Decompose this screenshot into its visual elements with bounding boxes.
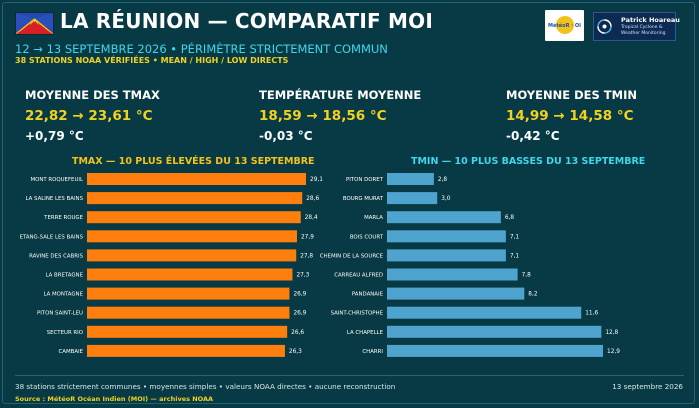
footer-note: 38 stations strictement communes • moyen…	[15, 382, 396, 391]
station-label: CAMBAIE	[59, 349, 84, 355]
footer-source: Source : MétéoR Océan Indien (MOI) — arc…	[15, 395, 214, 403]
bar	[87, 268, 293, 281]
stat-value: 18,59 → 18,56 °C	[259, 108, 387, 124]
bar-value-label: 28,6	[306, 196, 319, 202]
bar	[87, 306, 290, 319]
station-label: ETANG-SALE LES BAINS	[20, 234, 84, 240]
station-label: LA SALINE LES BAINS	[26, 196, 84, 202]
tmin-bar-chart: PITON DORET 2,8 BOURG MURAT 3,0 MARLA 6,8 BOIS…	[320, 173, 620, 357]
page-subline: 38 STATIONS NOAA VÉRIFIÉES • MEAN / HIGH…	[15, 56, 289, 65]
bar	[387, 325, 602, 338]
bar-value-label: 7,1	[510, 234, 520, 240]
sun-icon	[556, 16, 574, 34]
bar	[87, 173, 306, 185]
station-label: PANDANAIE	[352, 292, 384, 298]
bar	[87, 287, 290, 300]
bar-value-label: 7,1	[510, 253, 520, 259]
bar-value-label: 12,8	[605, 330, 618, 336]
bar	[387, 211, 501, 224]
bar-value-label: 27,3	[296, 273, 309, 279]
bar-value-label: 3,0	[441, 196, 451, 202]
page-title: LA RÉUNION — COMPARATIF MOI	[60, 9, 433, 33]
station-label: SECTEUR RIO	[47, 330, 83, 336]
bar-value-label: 27,9	[301, 234, 314, 240]
bar	[87, 211, 301, 224]
stat-value: 14,99 → 14,58 °C	[506, 108, 634, 124]
bar-value-label: 26,3	[289, 349, 302, 355]
bar-value-label: 8,2	[528, 292, 538, 298]
footer-date: 13 septembre 2026	[612, 382, 683, 391]
bar	[387, 306, 582, 319]
meteor-oi-logo-text: MétéoR · OI	[548, 23, 581, 29]
station-label: BOIS COURT	[350, 234, 384, 240]
stat-value: 22,82 → 23,61 °C	[25, 108, 153, 124]
bar	[387, 249, 506, 262]
station-label: CHARRI	[362, 349, 383, 355]
tmin-chart-title: TMIN — 10 PLUS BASSES DU 13 SEPTEMBRE	[411, 156, 646, 167]
station-label: MARLA	[364, 215, 383, 221]
bar-value-label: 11,6	[585, 311, 598, 317]
meteor-oi-logo: MétéoR · OI	[545, 10, 584, 41]
bar	[387, 344, 603, 357]
stat-label: TEMPÉRATURE MOYENNE	[259, 88, 422, 102]
station-label: PITON SAINT-LEU	[37, 311, 83, 317]
bar-value-label: 26,6	[291, 330, 304, 336]
station-label: LA BRETAGNE	[46, 273, 84, 279]
bar	[387, 287, 525, 300]
page-subtitle: 12 → 13 SEPTEMBRE 2026 • PÉRIMÈTRE STRIC…	[15, 42, 388, 56]
station-label: MONT ROQUEFEUIL	[30, 177, 83, 183]
station-label: LA CHAPELLE	[347, 330, 384, 336]
bar	[87, 344, 285, 357]
station-label: CHEMIN DE LA SOURCE	[320, 253, 384, 259]
bar-value-label: 7,8	[522, 273, 532, 279]
bar-value-label: 29,1	[310, 177, 323, 183]
bar-value-label: 6,8	[505, 215, 515, 221]
stat-delta: -0,03 °C	[259, 129, 313, 143]
bar	[387, 230, 506, 243]
bar-value-label: 26,9	[293, 292, 306, 298]
station-label: TERRE ROUGE	[43, 215, 83, 221]
stat-tmoy: TEMPÉRATURE MOYENNE 18,59 → 18,56 °C -0,…	[259, 88, 421, 143]
tmax-chart-title: TMAX — 10 PLUS ÉLEVÉES DU 13 SEPTEMBRE	[72, 156, 315, 167]
page-frame	[2, 2, 695, 404]
logo-line-2: Tropical Cyclone &	[621, 25, 663, 30]
bar	[387, 173, 434, 185]
bar	[87, 230, 297, 243]
stat-tmin: MOYENNE DES TMIN 14,99 → 14,58 °C -0,42 …	[506, 88, 637, 143]
stat-delta: +0,79 °C	[25, 129, 84, 143]
reunion-flag-icon	[15, 12, 54, 35]
stat-label: MOYENNE DES TMAX	[25, 88, 160, 102]
station-label: LA MONTAGNE	[43, 292, 83, 298]
bar-value-label: 27,8	[300, 253, 313, 259]
tmin-chart: PITON DORET 2,8 BOURG MURAT 3,0 MARLA 6,8 BOIS…	[320, 167, 690, 371]
patrick-hoareau-logo: Patrick Hoareau Tropical Cyclone & Weath…	[593, 12, 680, 41]
bar-value-label: 12,9	[607, 349, 620, 355]
station-label: CARREAU ALFRED	[334, 273, 383, 279]
tmax-chart: MONT ROQUEFEUIL 29,1 LA SALINE LES BAINS 28…	[0, 167, 340, 371]
footer-divider	[15, 375, 684, 376]
bar	[87, 249, 297, 262]
station-label: SAINT-CHRISTOPHE	[331, 311, 384, 317]
bar	[387, 192, 438, 205]
bar	[87, 325, 288, 338]
tmax-bar-chart: MONT ROQUEFEUIL 29,1 LA SALINE LES BAINS 28…	[20, 173, 323, 357]
stat-tmax: MOYENNE DES TMAX 22,82 → 23,61 °C +0,79 …	[25, 88, 160, 143]
stat-label: MOYENNE DES TMIN	[506, 88, 637, 102]
cyclone-icon	[597, 19, 612, 34]
station-label: RAVINE DES CABRIS	[29, 253, 83, 259]
station-label: BOURG MURAT	[343, 196, 384, 202]
bar-value-label: 26,9	[293, 311, 306, 317]
station-label: PITON DORET	[346, 177, 384, 183]
stat-delta: -0,42 °C	[506, 129, 560, 143]
bar	[87, 192, 303, 205]
bar	[387, 268, 518, 281]
bar-value-label: 2,8	[438, 177, 448, 183]
logo-line-3: Weather Monitoring	[621, 31, 666, 36]
bar-value-label: 28,4	[305, 215, 318, 221]
logo-name: Patrick Hoareau	[621, 16, 680, 24]
